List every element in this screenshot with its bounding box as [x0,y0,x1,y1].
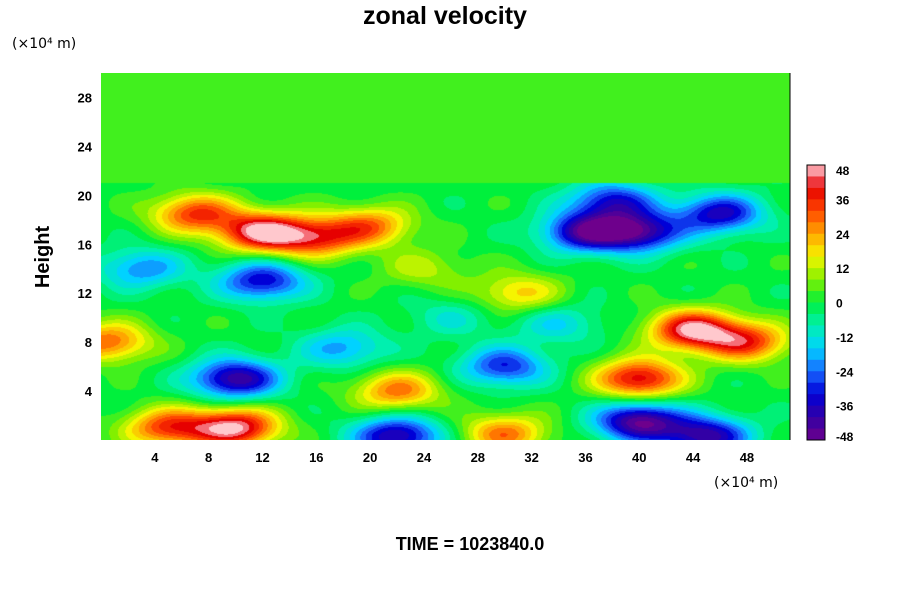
velocity-field [101,73,790,440]
colorbar: 48 36 24 12 0 -12 -24 -36 -48 [806,164,854,444]
x-tick-label: 44 [686,450,701,465]
colorbar-band [807,165,825,177]
y-tick-label: 20 [78,188,92,203]
x-tick-label: 40 [632,450,646,465]
colorbar-band [807,405,825,418]
colorbar-tick-label: -24 [836,365,854,379]
colorbar-tick-label: 48 [836,164,850,178]
x-tick-label: 16 [309,450,323,465]
y-tick-label: 4 [85,384,93,399]
x-tick-label: 8 [205,450,212,465]
colorbar-band [807,313,825,326]
x-tick-label: 12 [255,450,269,465]
heatmap-area [101,73,791,440]
colorbar-frame [806,164,826,441]
colorbar-band [807,302,825,315]
time-label: TIME = 1023840.0 [396,534,545,554]
colorbar-band [807,428,825,441]
colorbar-tick-label: -48 [836,430,854,444]
colorbar-band [807,348,825,361]
colorbar-band [807,176,825,189]
colorbar-band [807,245,825,258]
y-tick-label: 8 [85,335,92,350]
colorbar-tick-label: -12 [836,331,854,345]
x-tick-label: 4 [151,450,159,465]
colorbar-band [807,291,825,303]
y-tick-label: 16 [78,237,92,252]
colorbar-band [807,382,825,395]
colorbar-tick-label: -36 [836,400,854,414]
colorbar-band [807,222,825,235]
x-axis-ticks: 4 8 12 16 20 24 28 32 36 40 44 48 [151,450,754,465]
colorbar-tick-label: 24 [836,228,850,242]
colorbar-band [807,371,825,384]
colorbar-band [807,187,825,200]
colorbar-band [807,394,825,407]
colorbar-band [807,417,825,430]
x-tick-label: 32 [524,450,538,465]
colorbar-band [807,279,825,292]
x-tick-label: 48 [740,450,754,465]
x-tick-label: 20 [363,450,377,465]
x-tick-label: 28 [471,450,485,465]
colorbar-band [807,199,825,212]
y-axis-unit: (×10⁴ m) [12,36,76,52]
colorbar-band [807,359,825,372]
colorbar-band [807,325,825,338]
colorbar-tick-label: 36 [836,193,850,207]
y-tick-label: 24 [78,139,93,154]
x-tick-label: 24 [417,450,432,465]
colorbar-tick-label: 12 [836,262,850,276]
colorbar-band [807,233,825,246]
colorbar-band [807,256,825,269]
y-axis-label: Height [32,226,54,289]
colorbar-tick-label: 0 [836,297,843,311]
chart-title: zonal velocity [363,2,527,30]
x-tick-label: 36 [578,450,592,465]
colorbar-band [807,336,825,349]
colorbar-band [807,210,825,223]
colorbar-band [807,268,825,281]
x-axis-unit: (×10⁴ m) [714,475,778,491]
y-axis-ticks: 4 8 12 16 20 24 28 [78,90,93,399]
y-tick-label: 12 [78,286,92,301]
y-tick-label: 28 [78,90,92,105]
